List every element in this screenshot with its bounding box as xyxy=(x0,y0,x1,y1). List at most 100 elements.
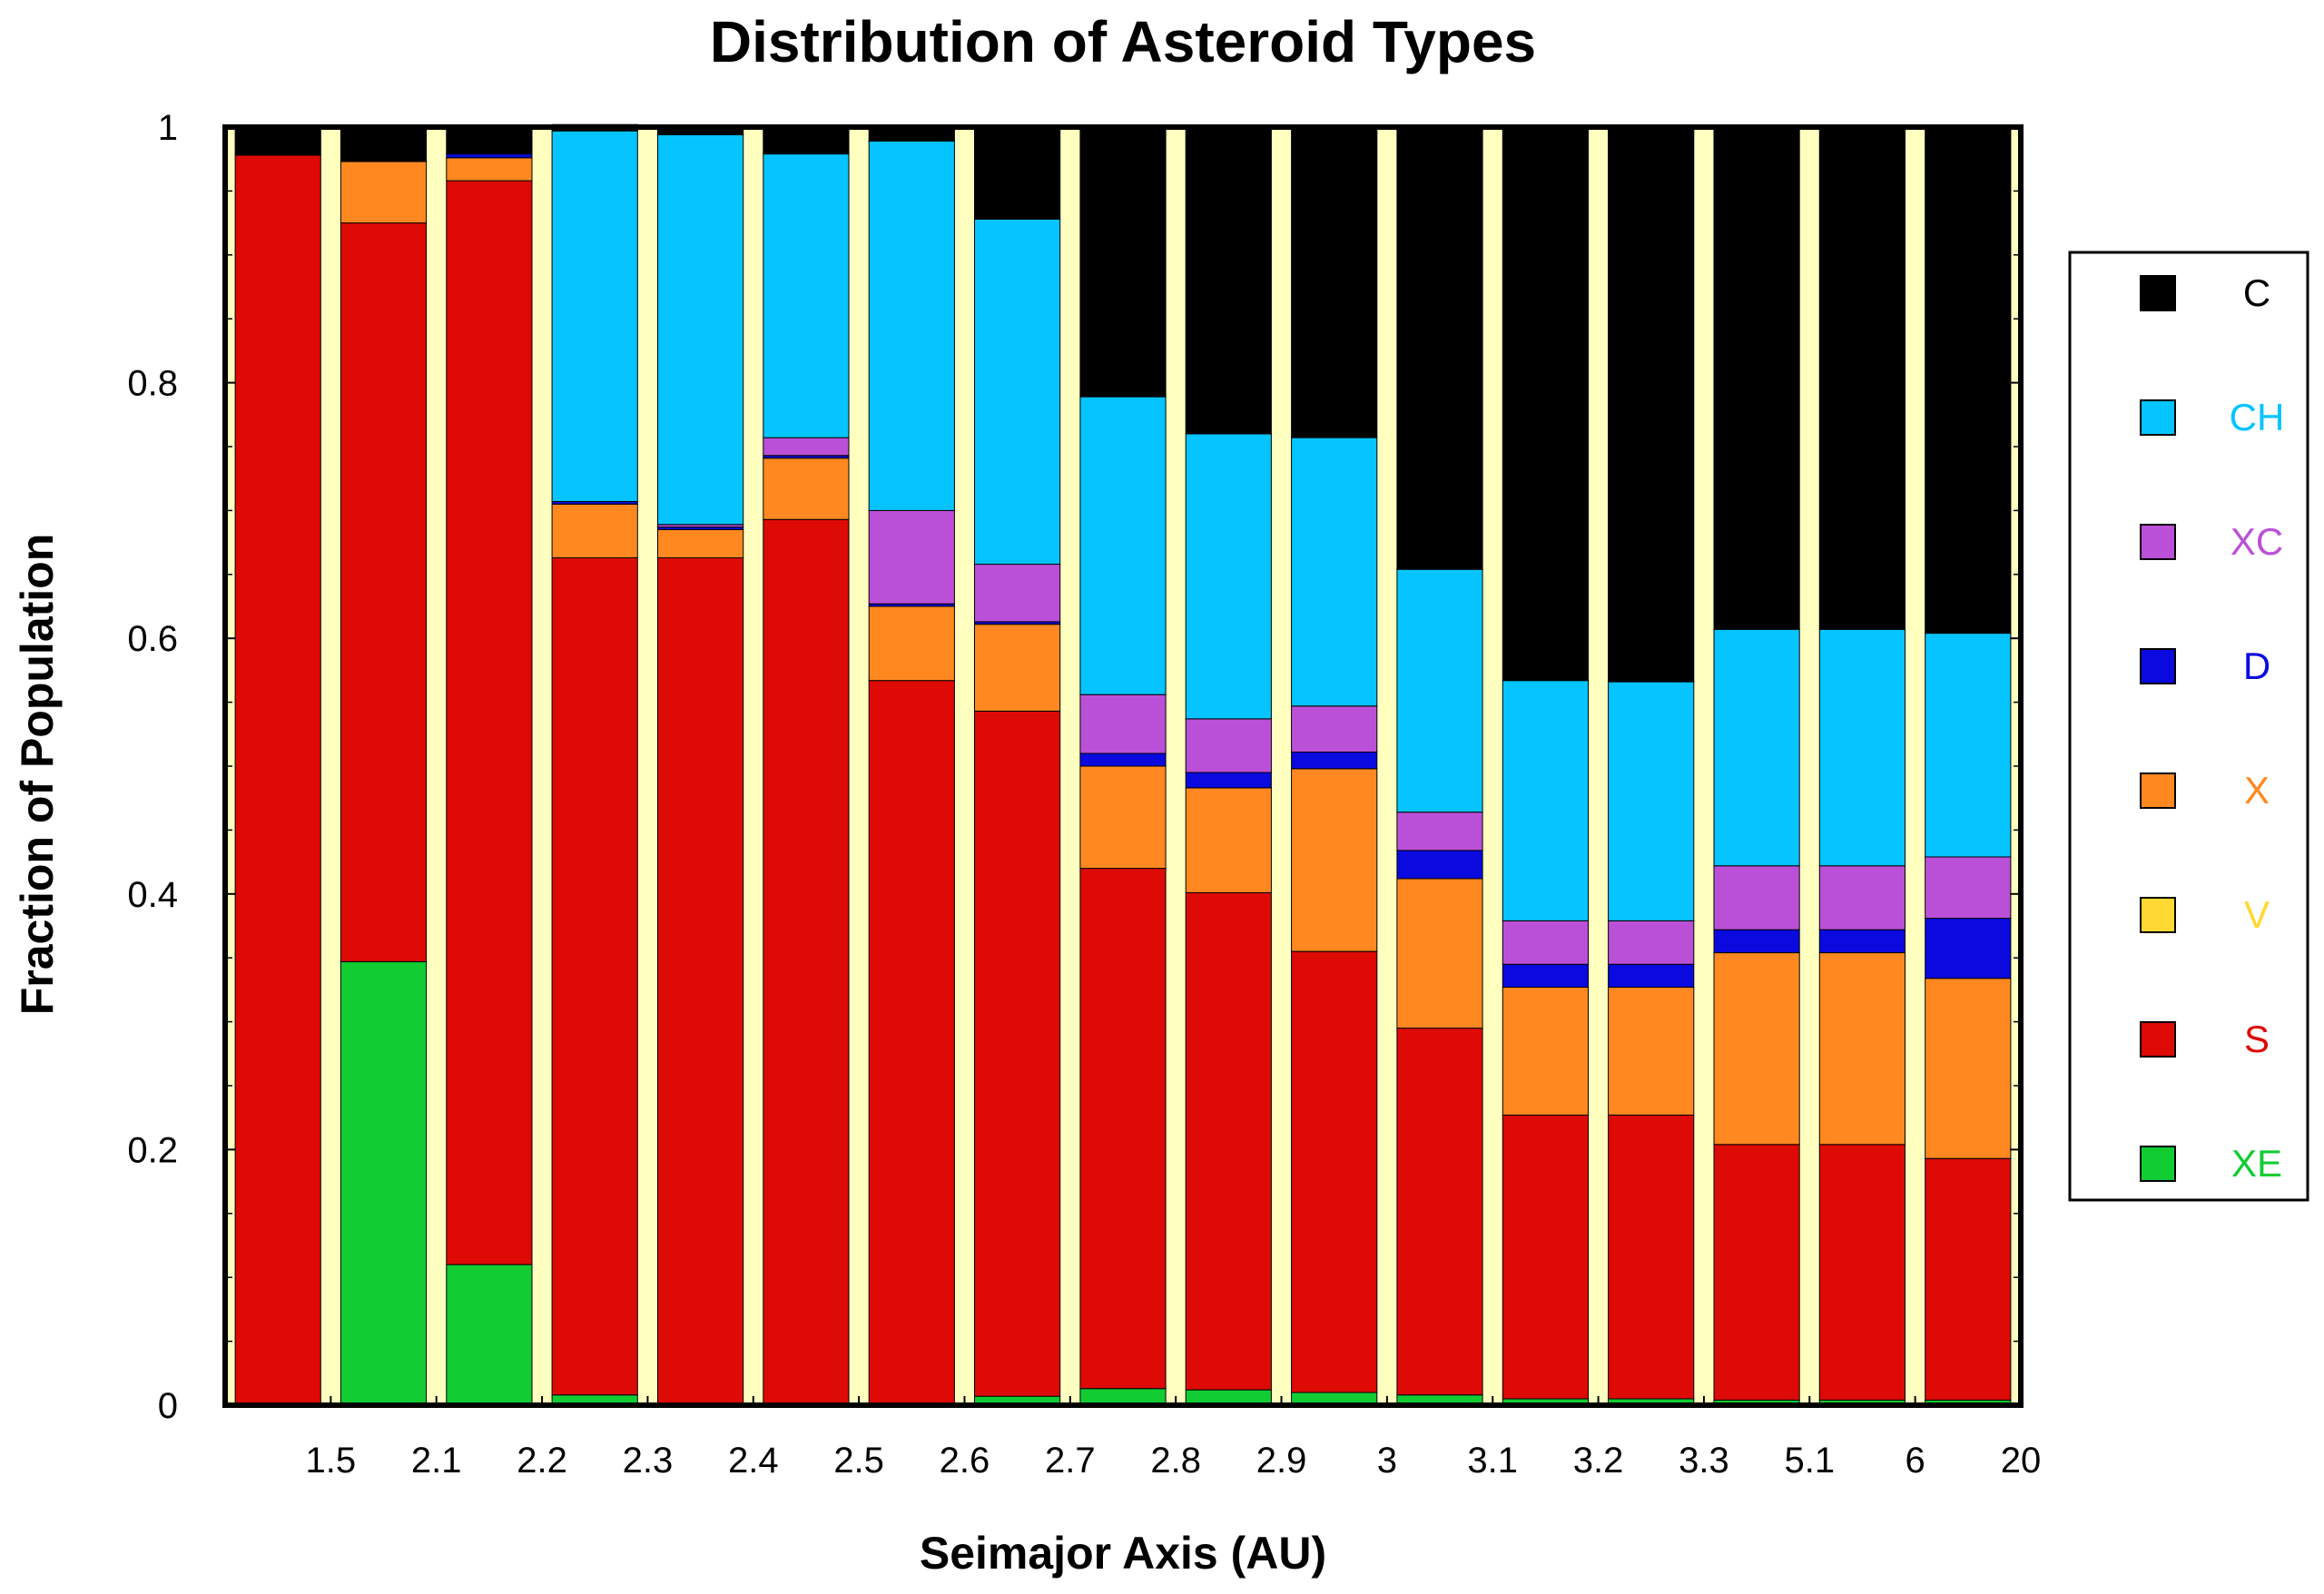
bar-xc-2.6 xyxy=(868,509,955,605)
bar-x-2.1 xyxy=(340,161,428,224)
bar-ch-3.3 xyxy=(1608,681,1695,921)
bar-s-3.3 xyxy=(1608,1114,1695,1400)
bar-ch-20 xyxy=(1925,633,2012,858)
bar-xc-3.3 xyxy=(1608,920,1695,965)
x-tick-label: 2.7 xyxy=(1045,1441,1096,1481)
y-tick-label: 0.4 xyxy=(127,875,178,915)
bar-xe-2.1 xyxy=(340,960,428,1406)
legend-swatch-v xyxy=(2140,897,2176,933)
bar-xc-2.8 xyxy=(1079,694,1167,754)
bar-ch-3 xyxy=(1291,437,1378,707)
bar-s-2.2 xyxy=(446,180,533,1265)
bar-stack-group xyxy=(222,123,2024,1408)
bar-s-2.5 xyxy=(763,518,850,1406)
bar-c-5.1 xyxy=(1713,126,1800,630)
x-tick-label: 2.3 xyxy=(623,1441,674,1481)
bar-xc-20 xyxy=(1925,856,2012,920)
bar-c-2.1 xyxy=(340,126,428,162)
bar-ch-2.8 xyxy=(1079,396,1167,695)
bar-s-1.5 xyxy=(234,154,321,1406)
chart-title: Distribution of Asteroid Types xyxy=(710,9,1536,74)
legend-swatch-d xyxy=(2140,648,2176,684)
bar-x-2.9 xyxy=(1185,787,1272,893)
bar-xc-2.5 xyxy=(763,437,850,457)
legend-swatch-xc xyxy=(2140,524,2176,560)
bar-x-2.8 xyxy=(1079,765,1167,870)
x-tick-label: 2.1 xyxy=(411,1441,462,1481)
bar-c-2.7 xyxy=(974,126,1061,220)
bar-ch-3.1 xyxy=(1396,568,1483,813)
x-tick-label: 5.1 xyxy=(1784,1441,1835,1481)
bar-x-20 xyxy=(1925,978,2012,1159)
bar-ch-2.9 xyxy=(1185,433,1272,720)
bar-ch-5.1 xyxy=(1713,628,1800,867)
x-tick-label: 2.4 xyxy=(728,1441,779,1481)
bar-ch-6 xyxy=(1818,628,1906,867)
legend-swatch-s xyxy=(2140,1021,2176,1058)
x-tick-label: 6 xyxy=(1905,1441,1925,1481)
legend-label-v: V xyxy=(2244,893,2270,936)
bar-c-20 xyxy=(1925,126,2012,635)
y-tick-label: 0.8 xyxy=(127,364,178,404)
bar-s-2.8 xyxy=(1079,868,1167,1390)
y-tick-label: 0 xyxy=(158,1386,178,1426)
bar-xc-3 xyxy=(1291,705,1378,753)
bar-xc-3.1 xyxy=(1396,812,1483,851)
bar-ch-2.6 xyxy=(868,141,955,511)
bar-d-2.9 xyxy=(1185,772,1272,789)
y-tick-label: 1 xyxy=(158,108,178,148)
bar-s-2.6 xyxy=(868,680,955,1406)
legend-label-c: C xyxy=(2243,271,2270,314)
legend-swatch-c xyxy=(2140,275,2176,311)
bar-ch-2.5 xyxy=(763,153,850,438)
bar-c-6 xyxy=(1818,126,1906,630)
bar-s-3 xyxy=(1291,950,1378,1393)
bar-c-2.2 xyxy=(446,126,533,155)
bar-d-3.3 xyxy=(1608,963,1695,988)
bar-d-3 xyxy=(1291,752,1378,770)
bar-s-5.1 xyxy=(1713,1144,1800,1401)
x-tick-label: 3 xyxy=(1377,1441,1397,1481)
bar-d-20 xyxy=(1925,918,2012,979)
bar-ch-3.2 xyxy=(1502,680,1590,921)
x-tick-label: 20 xyxy=(2001,1441,2042,1481)
bar-s-3.1 xyxy=(1396,1028,1483,1396)
y-tick-label: 0.2 xyxy=(127,1130,178,1170)
bar-xc-5.1 xyxy=(1713,865,1800,930)
bar-d-3.2 xyxy=(1502,963,1590,988)
legend-label-x: X xyxy=(2244,769,2270,812)
x-tick-label: 2.2 xyxy=(517,1441,567,1481)
bar-c-2.5 xyxy=(763,126,850,155)
y-axis-ticks: 0 0.2 0.4 0.6 0.8 1 xyxy=(127,108,2021,1426)
y-axis-title: Fraction of Population xyxy=(12,534,63,1016)
bar-s-20 xyxy=(1925,1157,2012,1401)
bar-xc-2.4 xyxy=(657,524,744,528)
bar-ch-2.3 xyxy=(551,130,638,502)
bar-x-2.5 xyxy=(763,458,850,520)
bar-x-2.7 xyxy=(974,624,1061,712)
bar-xc-3.2 xyxy=(1502,920,1590,965)
bar-c-2.8 xyxy=(1079,126,1167,398)
legend-swatch-ch xyxy=(2140,399,2176,436)
bar-x-6 xyxy=(1818,952,1906,1146)
bar-c-1.5 xyxy=(234,126,321,156)
bar-d-2.5 xyxy=(763,455,850,459)
bar-d-3.1 xyxy=(1396,850,1483,880)
bar-x-5.1 xyxy=(1713,952,1800,1146)
bar-d-2.8 xyxy=(1079,753,1167,767)
legend-swatch-xe xyxy=(2140,1146,2176,1182)
x-tick-label: 3.1 xyxy=(1467,1441,1518,1481)
bar-x-2.6 xyxy=(868,605,955,682)
legend-label-s: S xyxy=(2244,1018,2270,1060)
legend-label-xe: XE xyxy=(2231,1142,2282,1185)
bar-s-2.4 xyxy=(657,557,744,1406)
legend: C CH XC D X V S XE xyxy=(2068,251,2309,1202)
legend-label-ch: CH xyxy=(2230,396,2285,438)
bar-x-3.1 xyxy=(1396,878,1483,1029)
bar-d-2.2 xyxy=(446,153,533,159)
bar-c-3.2 xyxy=(1502,126,1590,682)
x-tick-label: 2.9 xyxy=(1256,1441,1307,1481)
bar-s-3.2 xyxy=(1502,1114,1590,1400)
bar-x-3 xyxy=(1291,768,1378,952)
x-tick-label: 2.5 xyxy=(833,1441,884,1481)
